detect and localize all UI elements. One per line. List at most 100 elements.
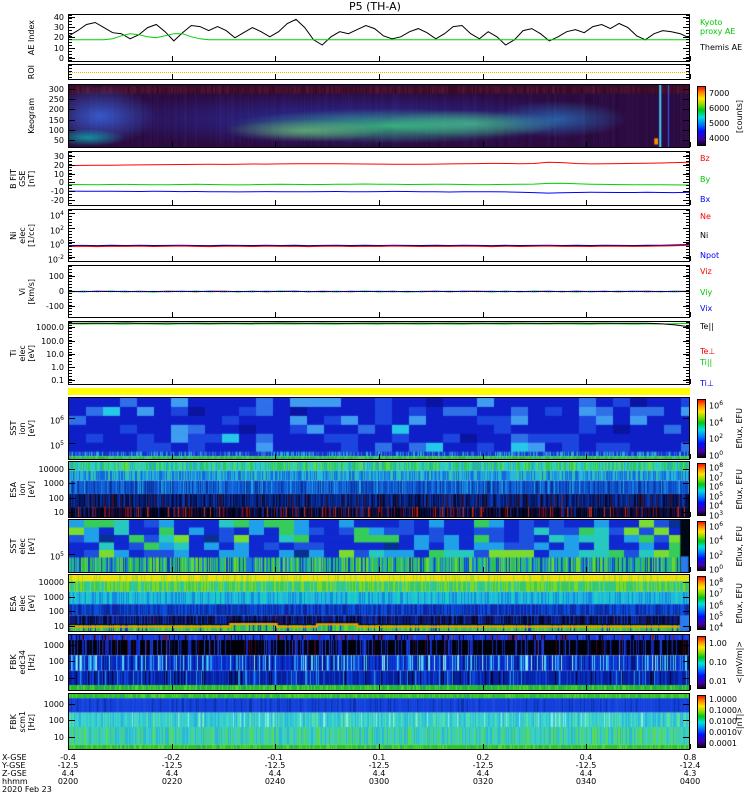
ytick-mark (683, 182, 689, 183)
ytick-label: 100 (48, 716, 64, 725)
footer-value: 4.4 (165, 769, 179, 778)
colorbar-unit-fbk-b: <|nT|> (735, 707, 744, 736)
colorbar-sst-ion (697, 399, 706, 458)
ytick-mark (683, 678, 689, 679)
xtick-mark (690, 685, 691, 690)
xtick-mark (483, 454, 484, 459)
xtick-mark (379, 256, 380, 261)
colorbar-keogram (697, 86, 706, 146)
xtick-mark (483, 685, 484, 690)
xtick-mark (483, 200, 484, 205)
ytick-label: 100 (48, 126, 64, 135)
xtick-mark (275, 626, 276, 631)
spectrogram-keogram (69, 85, 689, 147)
ytick-mark (683, 276, 689, 277)
legend-kyoto-proxy-ae: Kyoto proxy AE (700, 18, 736, 36)
ytick-label: 50 (53, 136, 64, 145)
ytick-mark (683, 257, 689, 258)
ytick-mark (69, 58, 75, 59)
ytick-label: 250 (48, 95, 64, 104)
ytick-mark (69, 611, 75, 612)
colorbar-tick: 106 (709, 521, 724, 532)
minor-ticks-left (69, 210, 72, 261)
colorbar-unit-wrap: Eflux, EFU (735, 463, 744, 516)
ytick-mark (69, 661, 75, 662)
ytick-mark (683, 469, 689, 470)
xtick-mark (690, 56, 691, 61)
ytick-mark (683, 306, 689, 307)
xtick-mark (483, 567, 484, 572)
colorbar-unit-esa-ion: Eflux, EFU (735, 469, 744, 510)
ytick-label: 104 (49, 210, 64, 221)
ytick-mark (69, 380, 75, 381)
xtick-mark (483, 142, 484, 147)
ytick-mark (69, 37, 75, 38)
legend-vix: Vix (700, 304, 713, 313)
xtick-mark (379, 142, 380, 147)
footer-value: 4.4 (268, 769, 282, 778)
ytick-mark (69, 306, 75, 307)
footer-row-label: hhmm (2, 777, 28, 786)
legend-npot: Npot (700, 251, 720, 260)
spectrogram-fbk-e (69, 635, 689, 690)
ytick-mark (69, 242, 75, 243)
spectrogram-sst-ion (69, 398, 689, 459)
ytick-mark (683, 130, 689, 131)
panel-ti (68, 321, 690, 385)
ytick-mark (69, 99, 75, 100)
ytick-mark (69, 156, 75, 157)
xtick-mark (275, 200, 276, 205)
colorbar-esa-elec (697, 576, 706, 630)
xtick-mark (68, 142, 69, 147)
footer-value: 4.4 (476, 769, 490, 778)
xtick-mark (379, 512, 380, 517)
xtick-mark (68, 74, 69, 79)
xtick-mark (172, 744, 173, 749)
ytick-mark (683, 291, 689, 292)
ytick-mark (683, 120, 689, 121)
traces-ni (69, 244, 689, 248)
ytick-mark (683, 597, 689, 598)
xtick-mark (275, 744, 276, 749)
xtick-mark (586, 567, 587, 572)
xtick-mark (172, 142, 173, 147)
colorbar-unit-wrap: [counts] (735, 86, 744, 146)
ytick-mark (69, 27, 75, 28)
ytick-mark (683, 242, 689, 243)
ytick-mark (683, 380, 689, 381)
xtick-mark (275, 56, 276, 61)
colorbar-unit-keogram: [counts] (735, 99, 744, 133)
trace-themis_ae (69, 18, 689, 46)
ytick-label: 1.0 (51, 363, 64, 372)
ytick-mark (683, 89, 689, 90)
legend-viz: Viz (700, 267, 712, 276)
xtick-mark (586, 685, 587, 690)
panel-sst-ion (68, 397, 690, 460)
ytick-label: 10000 (38, 465, 64, 474)
footer-value: 0320 (472, 777, 494, 786)
panel-esa-ion (68, 461, 690, 518)
footer-value: 0300 (368, 777, 390, 786)
minor-ticks-right (686, 152, 689, 205)
colorbar-unit-sst-elec: Eflux, EFU (735, 525, 744, 567)
ytick-mark (683, 109, 689, 110)
date-label: 2020 Feb 23 (2, 785, 52, 794)
xtick-mark (379, 379, 380, 384)
ytick-label: 30 (53, 23, 64, 32)
ytick-label: 10.0 (46, 350, 64, 359)
minor-ticks-left (69, 322, 72, 384)
panel-fbk-b (68, 693, 690, 750)
xtick-mark (690, 626, 691, 631)
ytick-mark (683, 48, 689, 49)
panel-b-fit (68, 151, 690, 206)
colorbar-tick: 0.10 (709, 658, 727, 667)
footer-row-label: Y-GSE (2, 761, 26, 770)
ytick-mark (69, 130, 75, 131)
legend-by: By (700, 175, 711, 184)
legend-ti-par: Ti|| (700, 358, 713, 367)
ytick-label: 0 (58, 54, 64, 63)
trace-by (69, 182, 689, 186)
ytick-mark (69, 354, 75, 355)
xtick-mark (68, 512, 69, 517)
colorbar-tick: 102 (709, 433, 724, 444)
